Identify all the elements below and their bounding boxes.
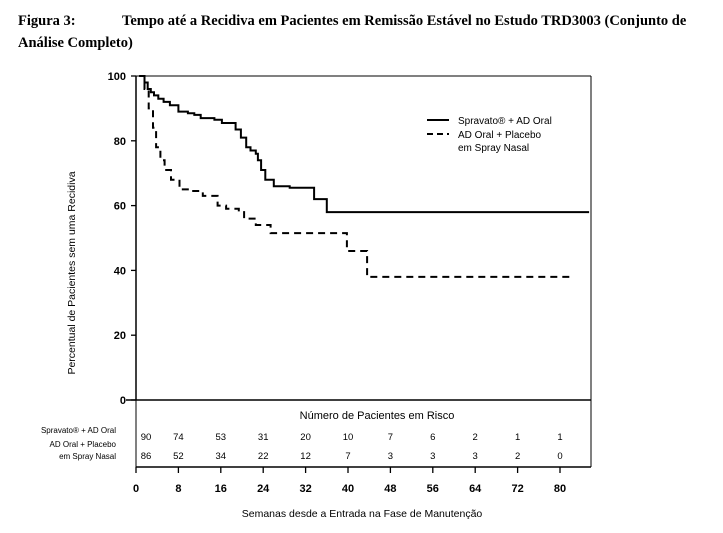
- figure-caption: Figura 3: Tempo até a Recidiva em Pacient…: [18, 10, 708, 54]
- risk-count: 22: [258, 451, 269, 462]
- figure-title: Tempo até a Recidiva em Pacientes em Rem…: [18, 13, 687, 51]
- y-tick-label: 40: [114, 265, 126, 277]
- x-tick-label: 56: [427, 483, 439, 495]
- risk-row-label-placebo: AD Oral + Placebo em Spray Nasal: [50, 440, 117, 461]
- x-tick-label: 40: [342, 483, 354, 495]
- risk-count: 2: [473, 432, 478, 443]
- risk-count: 6: [430, 432, 435, 443]
- risk-count: 52: [173, 451, 184, 462]
- y-axis-label: Percentual de Pacientes sem uma Recidiva: [66, 171, 78, 374]
- y-tick-label: 100: [108, 71, 126, 83]
- survival-curves: [139, 75, 590, 278]
- legend-label-spravato: Spravato® + AD Oral: [458, 116, 552, 127]
- risk-count: 90: [141, 432, 152, 443]
- x-tick-label: 72: [511, 483, 523, 495]
- legend-label-placebo: AD Oral + Placebo em Spray Nasal: [458, 130, 542, 154]
- risk-count: 10: [343, 432, 354, 443]
- risk-count: 86: [141, 451, 152, 462]
- x-tick-label: 16: [215, 483, 227, 495]
- y-tick-label: 20: [114, 330, 126, 342]
- x-tick-label: 8: [175, 483, 181, 495]
- risk-count: 31: [258, 432, 269, 443]
- risk-count: 53: [216, 432, 227, 443]
- x-tick-label: 32: [299, 483, 311, 495]
- x-tick-label: 0: [133, 483, 139, 495]
- risk-count: 74: [173, 432, 184, 443]
- figure-label: Figura 3:: [18, 13, 76, 29]
- risk-row-label-spravato: Spravato® + AD Oral: [41, 426, 116, 435]
- series-spravato-curve: [139, 75, 590, 214]
- y-tick-label: 0: [120, 395, 126, 407]
- risk-count: 7: [388, 432, 393, 443]
- risk-count: 12: [300, 451, 311, 462]
- x-tick-label: 24: [257, 483, 270, 495]
- risk-count: 34: [216, 451, 227, 462]
- series-placebo-curve: [139, 75, 571, 278]
- risk-count: 1: [515, 432, 520, 443]
- y-tick-label: 80: [114, 136, 126, 148]
- risk-count: 3: [430, 451, 435, 462]
- x-tick-label: 64: [469, 483, 482, 495]
- x-tick-label: 48: [384, 483, 396, 495]
- risk-count: 7: [345, 451, 350, 462]
- y-tick-label: 60: [114, 201, 126, 213]
- risk-count: 2: [515, 451, 520, 462]
- chart-legend: Spravato® + AD Oral AD Oral + Placebo em S…: [427, 116, 552, 154]
- risk-count: 3: [473, 451, 478, 462]
- risk-count: 1: [557, 432, 562, 443]
- x-tick-label: 80: [554, 483, 566, 495]
- x-axis-label: Semanas desde a Entrada na Fase de Manut…: [242, 508, 483, 520]
- risk-count: 20: [300, 432, 311, 443]
- risk-count: 3: [388, 451, 393, 462]
- risk-table-title: Número de Pacientes em Risco: [300, 410, 455, 422]
- risk-count: 0: [557, 451, 562, 462]
